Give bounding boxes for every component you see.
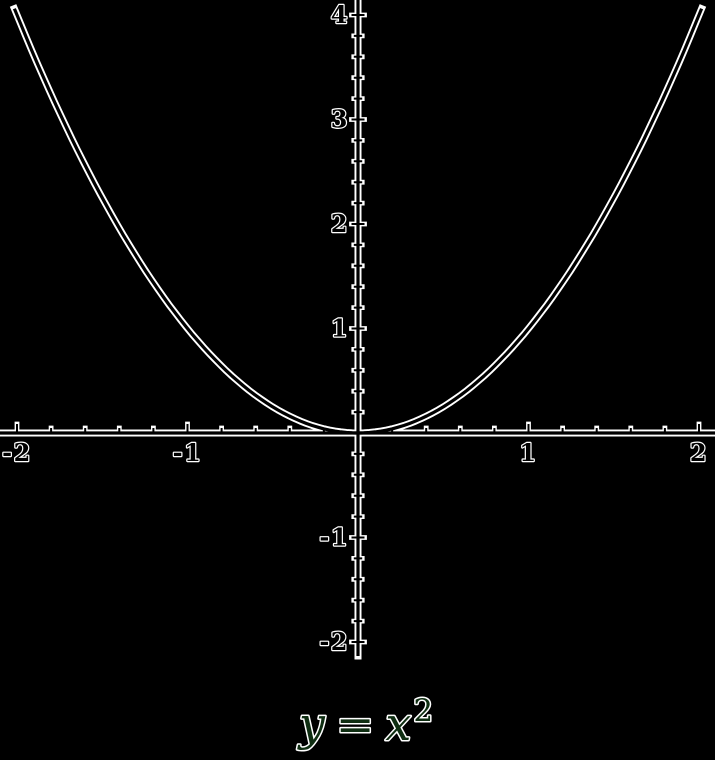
title-equals: = <box>336 697 375 751</box>
x-tick-label: 2 <box>690 438 708 467</box>
tick-marks-core <box>16 14 700 643</box>
x-tick-label: -2 <box>2 438 32 467</box>
x-tick-label: -1 <box>173 438 203 467</box>
axes-and-curve-layer <box>0 0 715 660</box>
title-exponent: 2 <box>413 693 433 729</box>
title-rhs: x <box>385 697 411 751</box>
tick-labels-layer: -2 -1 1 2 4 3 2 1 -1 -2 <box>1 0 708 657</box>
y-tick-label: 3 <box>331 105 349 134</box>
y-tick-label: -2 <box>319 627 349 656</box>
x-tick-label: 1 <box>519 438 537 467</box>
y-tick-label: -1 <box>319 523 349 552</box>
chart-title: y = x2 <box>297 693 433 751</box>
y-tick-label: 2 <box>331 209 349 238</box>
y-tick-label: 1 <box>331 314 349 343</box>
title-lhs: y <box>297 697 326 751</box>
y-tick-label: 4 <box>331 0 349 29</box>
parabola-curve-core <box>12 8 704 435</box>
